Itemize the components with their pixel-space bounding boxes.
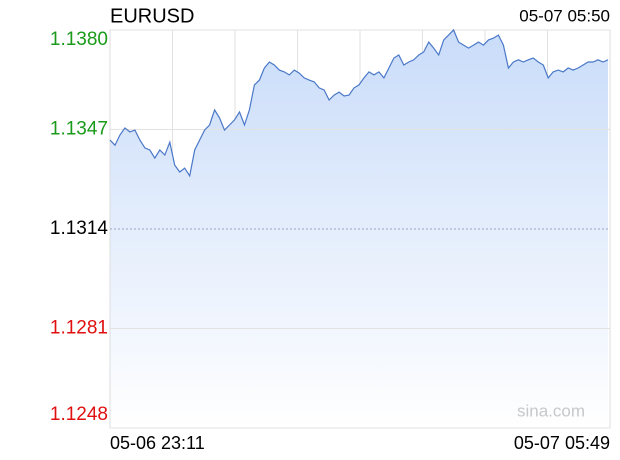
- y-tick-label: 1.1248: [50, 404, 108, 425]
- y-tick-label: 1.1347: [50, 119, 108, 140]
- line: [109, 28, 609, 178]
- x-tick-label: 05-07 05:49: [514, 433, 610, 453]
- y-tick-label: 1.1380: [50, 29, 108, 50]
- chart-title: EURUSD: [110, 5, 194, 27]
- y-tick-label: 1.1314: [50, 218, 109, 239]
- x-tick-label: 05-06 23:11: [110, 433, 205, 453]
- timestamp: 05-07 05:50: [519, 6, 610, 25]
- watermark: sina.com: [517, 401, 585, 420]
- y-tick-label: 1.1281: [50, 318, 108, 339]
